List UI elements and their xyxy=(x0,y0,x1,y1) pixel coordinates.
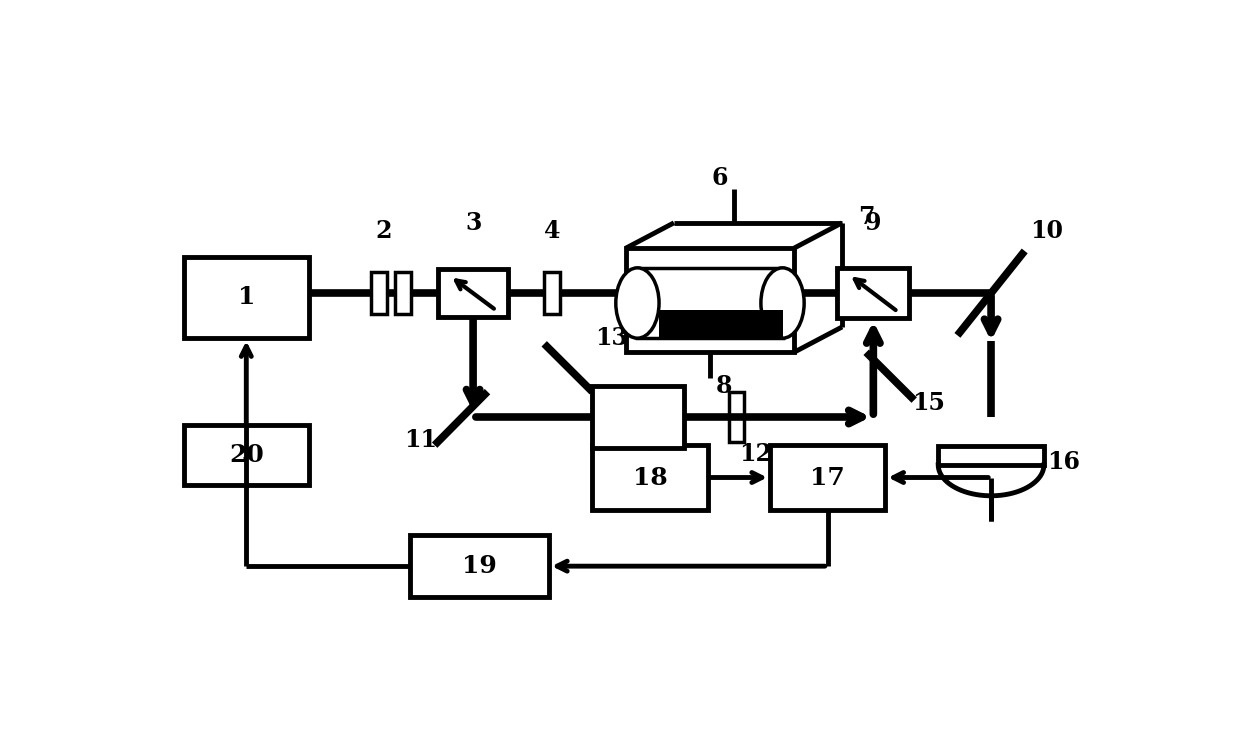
Text: 12: 12 xyxy=(739,442,773,466)
Bar xyxy=(184,257,309,338)
Ellipse shape xyxy=(616,268,658,338)
Text: 7: 7 xyxy=(858,205,874,230)
Bar xyxy=(770,445,885,510)
Text: 10: 10 xyxy=(1030,219,1064,243)
Bar xyxy=(544,272,559,314)
Text: 15: 15 xyxy=(913,391,945,415)
Text: 11: 11 xyxy=(404,428,436,452)
Bar xyxy=(593,386,683,448)
Text: 6: 6 xyxy=(712,166,728,190)
Bar xyxy=(626,248,794,352)
Bar xyxy=(439,269,507,317)
Text: 4: 4 xyxy=(543,219,560,243)
Text: 18: 18 xyxy=(632,466,667,490)
Bar xyxy=(939,446,1044,465)
Text: 8: 8 xyxy=(717,374,733,398)
Text: 17: 17 xyxy=(810,466,846,490)
Bar xyxy=(637,268,782,338)
Text: 19: 19 xyxy=(463,554,497,578)
Bar xyxy=(729,392,744,442)
Bar xyxy=(396,272,410,314)
Bar xyxy=(371,272,387,314)
Text: 9: 9 xyxy=(866,211,882,235)
Bar xyxy=(409,535,549,597)
Text: 3: 3 xyxy=(465,211,481,235)
Text: 2: 2 xyxy=(376,219,392,243)
Text: 20: 20 xyxy=(229,443,264,467)
Text: 1: 1 xyxy=(238,285,255,309)
Ellipse shape xyxy=(761,268,805,338)
Text: 13: 13 xyxy=(595,326,627,350)
Bar xyxy=(593,445,708,510)
Bar xyxy=(658,310,782,338)
Bar xyxy=(837,268,909,319)
Text: 16: 16 xyxy=(1047,450,1080,474)
Bar xyxy=(184,425,309,485)
